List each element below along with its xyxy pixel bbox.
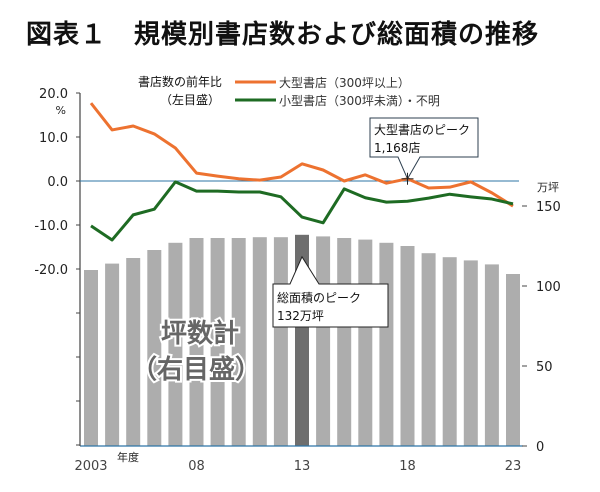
callout-total-area-peak bbox=[272, 255, 389, 328]
lines-layer bbox=[80, 102, 519, 242]
x-tick-label: 13 bbox=[294, 459, 311, 474]
bar bbox=[210, 238, 225, 446]
bar-inner-label-2: （右目盛） bbox=[131, 354, 261, 385]
bar bbox=[484, 264, 499, 446]
left-tick-label: 20.0 bbox=[39, 87, 68, 102]
labels-layer: 坪数計 （右目盛） 書店数の前年比 （左目盛） 大型書店（300坪以上） 小型書店（300… bbox=[129, 74, 479, 387]
bar bbox=[506, 274, 520, 446]
x-tick-label: 08 bbox=[188, 459, 205, 474]
bar bbox=[252, 237, 267, 446]
legend-label: 小型書店（300坪未満）・不明 bbox=[279, 94, 440, 108]
callout-text: 総面積のピーク bbox=[277, 290, 361, 305]
right-tick-label: 100 bbox=[536, 280, 561, 295]
right-axis-unit: 万坪 bbox=[537, 181, 559, 194]
bar bbox=[105, 263, 120, 446]
bar bbox=[273, 237, 288, 446]
right-tick-label: 50 bbox=[536, 360, 553, 375]
bar bbox=[231, 238, 246, 446]
bar bbox=[421, 253, 436, 446]
legend-subtitle: （左目盛） bbox=[160, 92, 220, 107]
callout-value: 1,168店 bbox=[374, 141, 420, 155]
series-line-large-stores bbox=[89, 102, 514, 208]
bar bbox=[400, 246, 415, 446]
bar-inner-label: 坪数計 bbox=[161, 318, 239, 349]
bar bbox=[84, 270, 98, 446]
x-axis-label: 年度 bbox=[117, 450, 139, 464]
x-tick-label: 18 bbox=[399, 459, 416, 474]
left-tick-label: -20.0 bbox=[34, 263, 68, 278]
bar bbox=[126, 258, 141, 446]
legend-label: 大型書店（300坪以上） bbox=[279, 76, 410, 90]
bar bbox=[147, 250, 162, 446]
bar bbox=[379, 242, 394, 446]
bar bbox=[316, 236, 331, 446]
bar bbox=[337, 238, 352, 446]
legend-title: 書店数の前年比 bbox=[138, 74, 222, 89]
bar bbox=[442, 257, 457, 446]
bar bbox=[358, 239, 373, 446]
callout-text: 大型書店のピーク bbox=[374, 123, 470, 137]
chart-title: 図表１ 規模別書店数および総面積の推移 bbox=[26, 20, 540, 50]
bars-layer bbox=[84, 234, 520, 446]
bar bbox=[463, 260, 478, 446]
left-axis-unit: % bbox=[56, 104, 66, 117]
callout-value: 132万坪 bbox=[277, 309, 324, 323]
right-tick-label: 150 bbox=[536, 200, 561, 215]
x-tick-label: 23 bbox=[505, 459, 522, 474]
left-tick-label: 10.0 bbox=[39, 131, 68, 146]
bar bbox=[189, 238, 204, 446]
bar bbox=[168, 242, 183, 446]
x-tick-label: 2003 bbox=[74, 459, 107, 474]
left-tick-label: 0.0 bbox=[47, 175, 68, 190]
series-line-small-stores bbox=[90, 180, 514, 242]
right-tick-label: 0 bbox=[536, 440, 544, 455]
callout-large-store-peak bbox=[369, 117, 479, 180]
axes-layer: 20.0 10.0 0.0 -10.0 -20.0% 150 100 50 0 万坪 2003 08 1… bbox=[34, 87, 560, 474]
left-tick-label: -10.0 bbox=[34, 219, 68, 234]
